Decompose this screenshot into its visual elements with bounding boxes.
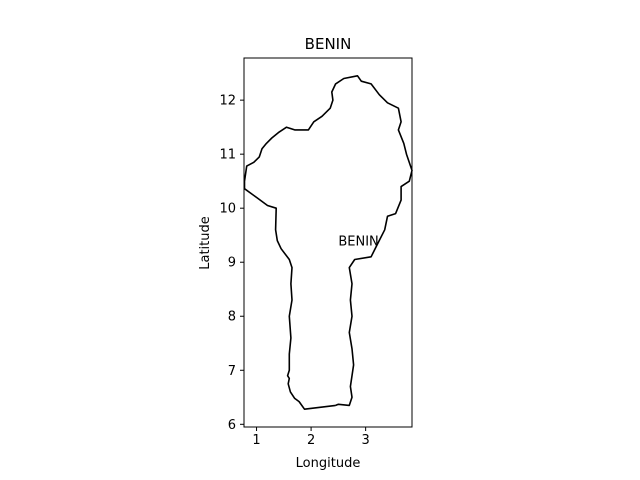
axes-frame [243,57,413,428]
y-axis-label: Latitude [198,216,213,270]
y-tick-label: 6 [228,418,236,433]
x-tick-label: 1 [252,433,260,448]
chart-title: BENIN [305,35,352,53]
x-tick-label: 2 [307,433,315,448]
y-tick-label: 11 [219,148,236,163]
y-tick-label: 10 [219,202,236,217]
y-tick-label: 7 [228,364,236,379]
y-tick-label: 9 [228,256,236,271]
country-outline [243,75,413,411]
country-label: BENIN [338,235,378,250]
x-axis-label: Longitude [296,456,361,471]
y-tick-label: 8 [228,310,236,325]
annotation-layer: BENIN [338,235,378,250]
x-tick-label: 3 [361,433,369,448]
map-layer [243,75,413,411]
y-tick-label: 12 [219,94,236,109]
